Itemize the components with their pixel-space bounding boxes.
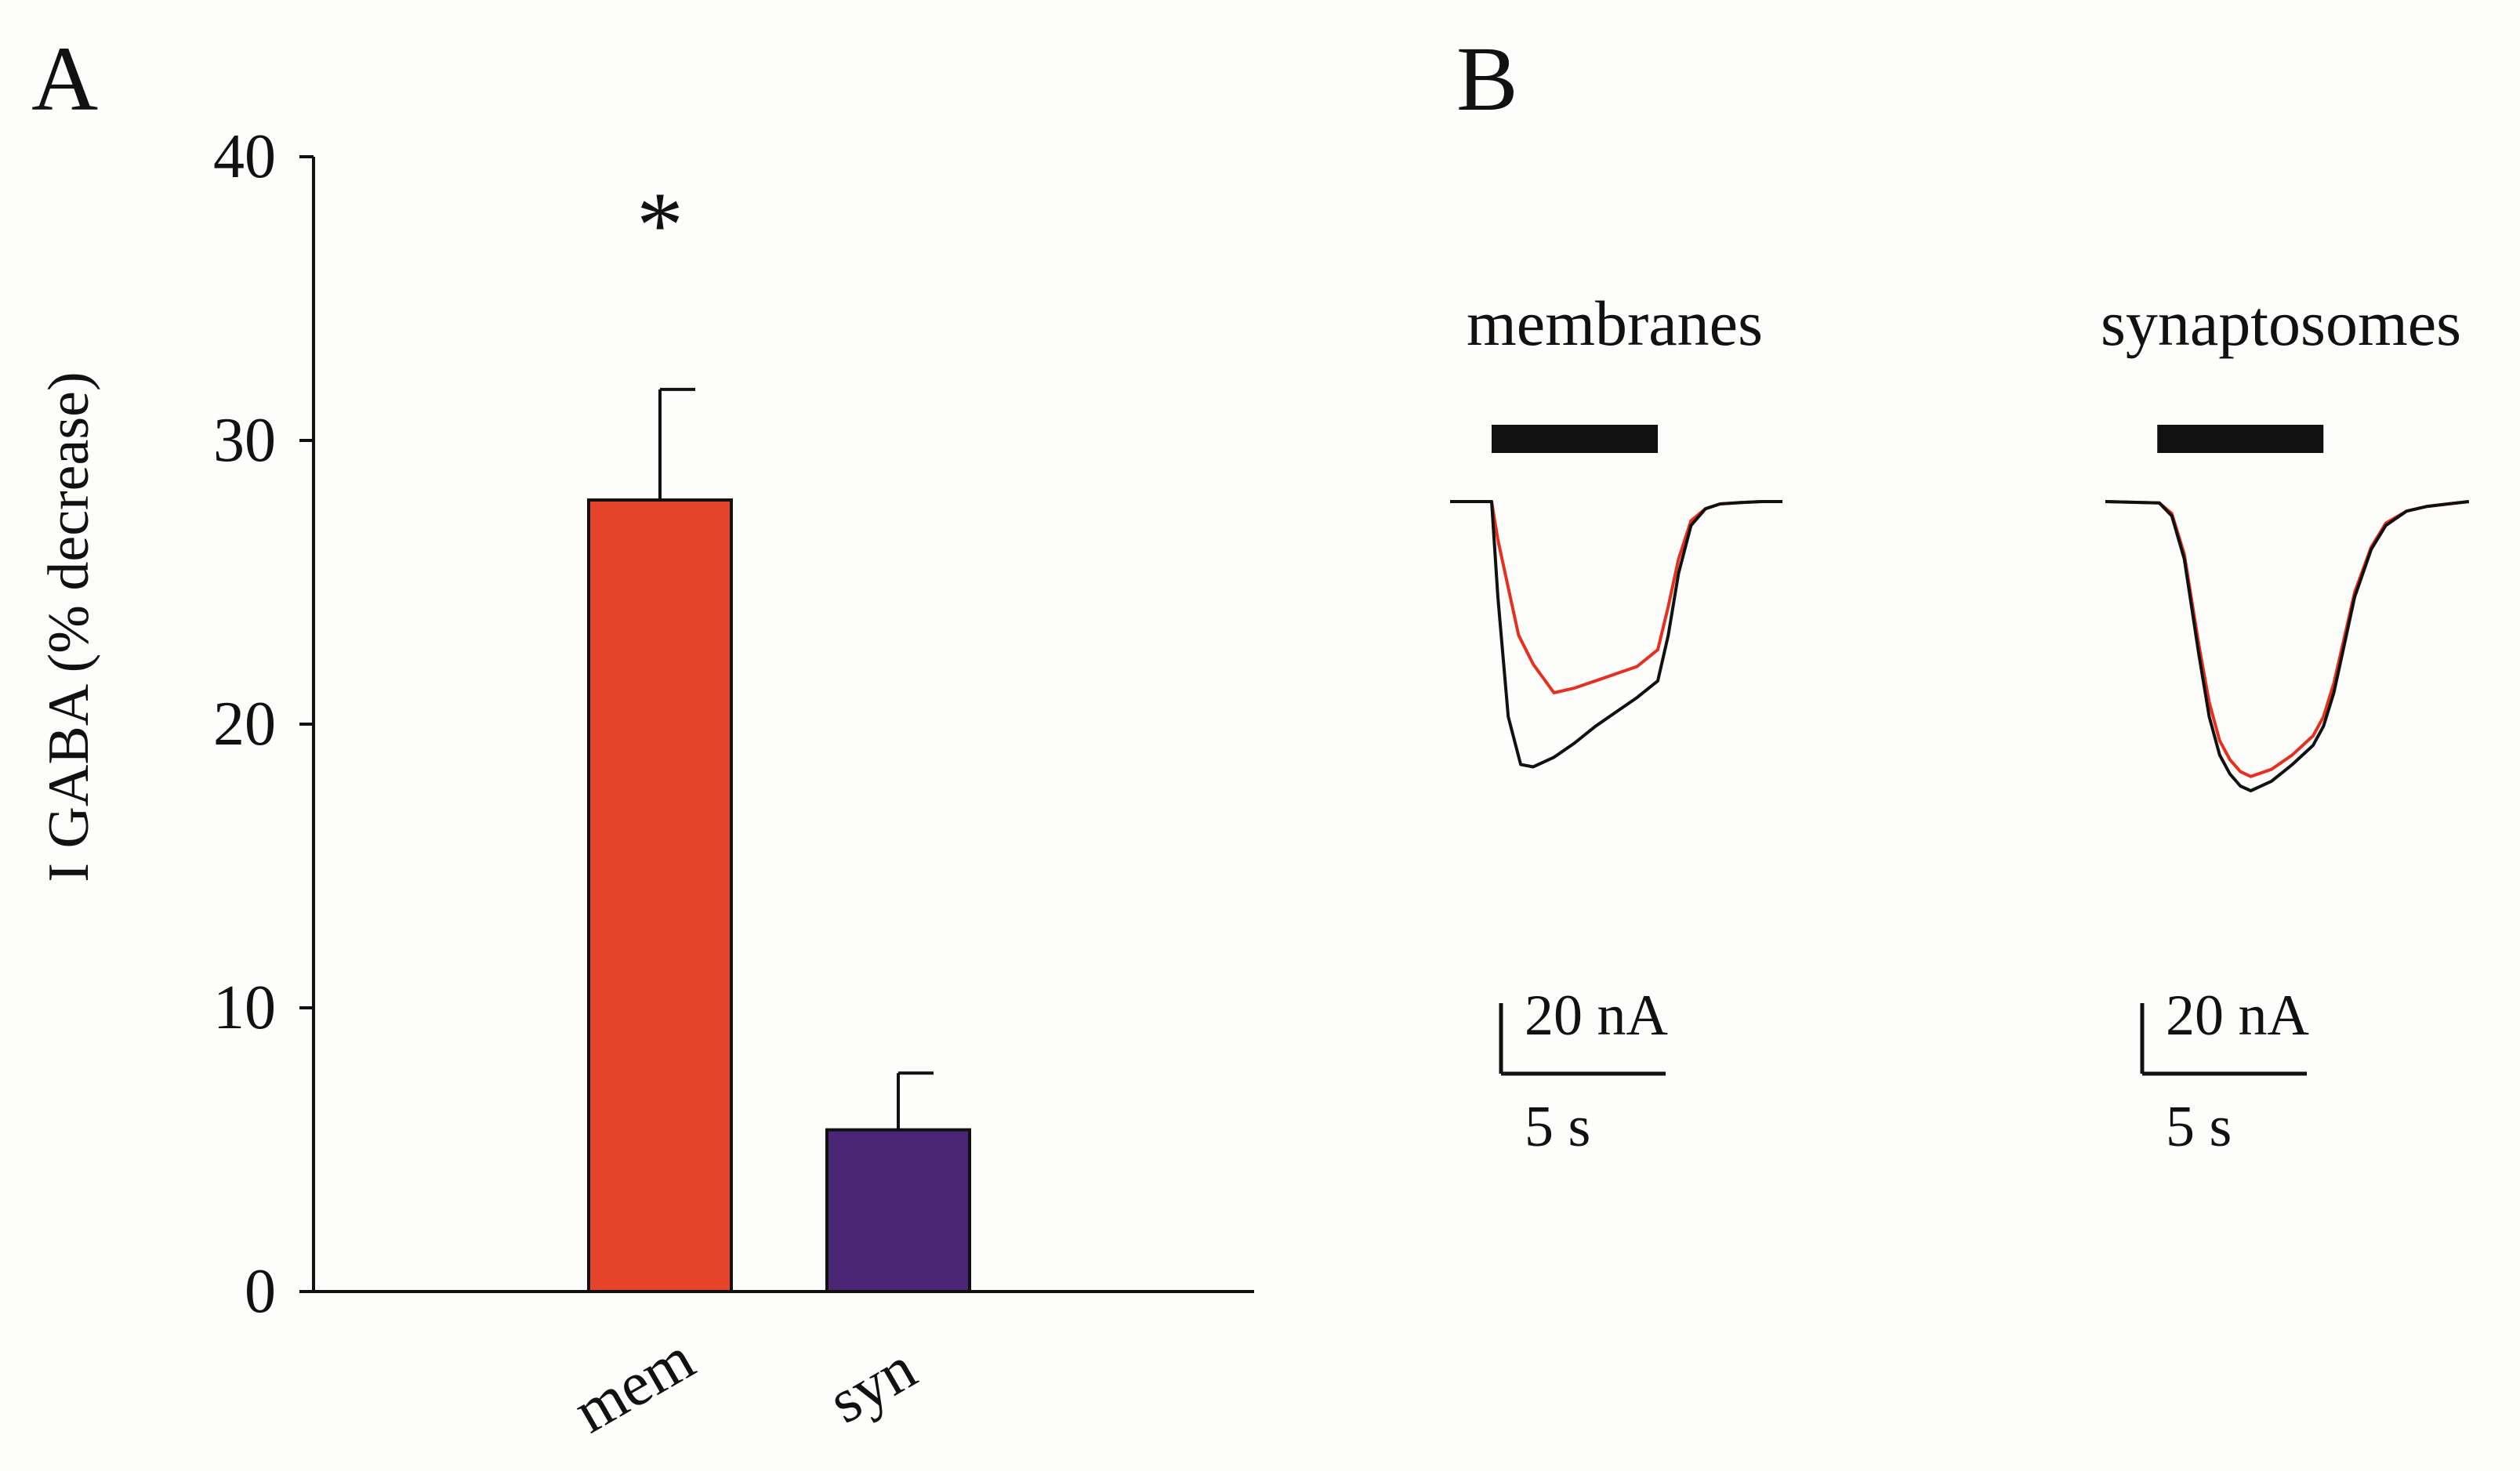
trace-synaptosomes-treated bbox=[2105, 500, 2470, 778]
scale-bar-current-label-synaptosomes: 20 nA bbox=[2166, 984, 2309, 1048]
panel-label-a: A bbox=[31, 27, 98, 130]
trace-title-synaptosomes: synaptosomes bbox=[2101, 288, 2461, 359]
trace-membranes-control bbox=[1450, 500, 1782, 769]
significance-star: * bbox=[636, 172, 683, 277]
y-tick-label: 40 bbox=[213, 122, 276, 191]
current-traces: membranes 20 nA 5 s synaptosomes 20 nA 5 s bbox=[1450, 288, 2470, 1159]
bar-mem bbox=[587, 498, 733, 1293]
y-tick-label: 20 bbox=[213, 690, 276, 759]
y-tick-label: 30 bbox=[213, 406, 276, 475]
trace-title-membranes: membranes bbox=[1467, 288, 1763, 359]
y-tick-label: 10 bbox=[213, 973, 276, 1042]
application-bar-synaptosomes bbox=[2157, 425, 2324, 453]
y-tick-label: 0 bbox=[245, 1257, 276, 1326]
x-tick-label-mem: mem bbox=[563, 1324, 706, 1446]
application-bar-membranes bbox=[1492, 425, 1658, 453]
bar-chart: 0 10 20 30 40 mem * syn I GABA (% decrease) bbox=[37, 122, 1254, 1447]
bars: mem * syn bbox=[563, 172, 971, 1447]
x-tick-label-syn: syn bbox=[818, 1334, 927, 1437]
panel-label-b: B bbox=[1456, 27, 1518, 130]
scale-bar-current-label-membranes: 20 nA bbox=[1525, 984, 1668, 1048]
trace-membranes-treated bbox=[1450, 500, 1782, 694]
y-axis-label: I GABA (% decrease) bbox=[37, 371, 101, 882]
scale-bar-time-label-synaptosomes: 5 s bbox=[2166, 1095, 2232, 1159]
bar-syn bbox=[825, 1128, 971, 1294]
trace-synaptosomes-control bbox=[2105, 500, 2470, 792]
scale-bar-time-label-membranes: 5 s bbox=[1525, 1095, 1590, 1159]
y-ticks: 0 10 20 30 40 bbox=[213, 122, 314, 1326]
